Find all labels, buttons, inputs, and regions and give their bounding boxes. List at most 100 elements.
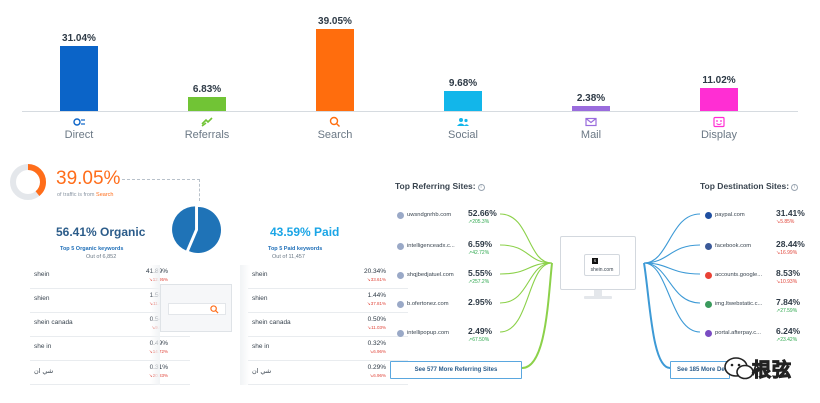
channel-display[interactable]: 11.02% Display — [664, 0, 774, 150]
site-name: accounts.google... — [715, 272, 763, 278]
referring-site[interactable]: intellipopup.com 2.49% ↗67.50% — [397, 326, 508, 346]
keyword-change: ↘37.81% — [366, 301, 386, 306]
channel-value: 31.04% — [62, 32, 96, 44]
destination-flow-line — [643, 262, 671, 369]
search-share-percent: 39.05% — [56, 168, 121, 189]
channel-value: 39.05% — [318, 16, 352, 27]
site-favicon-icon — [397, 330, 404, 337]
destination-site[interactable]: facebook.com 28.44% ↘16.99% — [705, 239, 816, 259]
channel-direct[interactable]: 31.04% Direct — [24, 0, 134, 150]
destination-flow-line — [643, 244, 701, 264]
site-change: ↘5.85% — [776, 219, 795, 225]
site-favicon-icon — [705, 243, 712, 250]
site-name: shein.com — [590, 267, 614, 273]
channel-mail[interactable]: 2.38% Mail — [536, 0, 646, 150]
channel-label: Social — [448, 129, 478, 141]
keyword-row[interactable]: شي ان 0.29% ↘6.96% — [248, 361, 408, 385]
keyword-share: 0.29% — [367, 364, 386, 371]
destination-site[interactable]: portal.afterpay.c... 6.24% ↗23.42% — [705, 326, 816, 346]
destination-site[interactable]: paypal.com 31.41% ↘5.85% — [705, 208, 816, 228]
site-share: 31.41% — [776, 208, 805, 218]
connector-line — [199, 179, 200, 201]
keyword-row[interactable]: shein canada 0.50% ↘11.03% — [248, 313, 408, 337]
destination-site[interactable]: img.ltwebstatic.c... 7.84% ↗27.59% — [705, 297, 816, 317]
channel-label: Display — [700, 129, 738, 141]
channel-search[interactable]: 39.05% Search — [280, 0, 390, 150]
site-name: uwsndgnrhb.com — [407, 212, 452, 218]
channel-social[interactable]: 9.68% Social — [408, 0, 518, 150]
site-name: b.ofertonez.com — [407, 301, 449, 307]
keyword-share: 0.32% — [367, 340, 386, 347]
social-icon — [456, 115, 470, 127]
site-change: ↗257.2% — [468, 279, 490, 285]
keyword-name: shien — [34, 295, 50, 302]
organic-paid-pie — [172, 206, 221, 253]
see-more-destination-button[interactable]: See 185 More Destination Sites — [670, 361, 730, 379]
channel-bar — [444, 90, 482, 111]
destination-site[interactable]: accounts.google... 8.53% ↘10.93% — [705, 268, 816, 288]
site-favicon-icon — [705, 301, 712, 308]
site-favicon-icon: S — [592, 258, 598, 264]
site-share: 6.59% — [468, 239, 493, 249]
search-share-subtitle: of traffic is from Search — [57, 192, 114, 198]
keyword-change: ↘33.61% — [366, 277, 386, 282]
keyword-share: 1.44% — [367, 292, 386, 299]
referring-flow-line — [521, 262, 553, 369]
wechat-icon — [724, 357, 754, 380]
referrals-icon — [200, 115, 214, 127]
channel-referrals[interactable]: 6.83% Referrals — [152, 0, 262, 150]
keyword-share: 0.50% — [367, 316, 386, 323]
referring-site[interactable]: shqjbedjatuel.com 5.55% ↗257.2% — [397, 268, 508, 288]
site-name: intelligenceadx.c... — [407, 243, 455, 249]
direct-icon — [72, 115, 86, 127]
destination-flow-line — [643, 262, 701, 275]
keyword-name: shein canada — [34, 319, 73, 326]
referring-flow-line — [499, 262, 553, 333]
search-icon — [328, 115, 342, 127]
referring-site[interactable]: uwsndgnrhb.com 52.66% ↗205.3% — [397, 208, 508, 228]
traffic-channels-chart: 31.04% Direct 6.83% Referrals 39.05% Search 9.… — [0, 0, 820, 150]
info-icon[interactable]: i — [791, 184, 799, 191]
channel-value: 2.38% — [576, 93, 606, 104]
organic-keywords-title: Top 5 Organic keywords — [60, 246, 124, 252]
site-share: 28.44% — [776, 239, 805, 249]
channel-label: Mail — [580, 129, 602, 141]
site-favicon-icon — [705, 212, 712, 219]
site-change: ↗42.72% — [468, 250, 490, 256]
info-icon[interactable]: i — [477, 184, 485, 191]
paid-keywords-count: Out of 11,457 — [272, 254, 305, 260]
keyword-name: شي ان — [252, 368, 272, 375]
monitor-stand — [584, 296, 612, 299]
mail-icon — [584, 115, 598, 127]
channel-bar — [188, 96, 226, 111]
channel-label: Referrals — [184, 129, 230, 141]
referring-flow-line — [499, 262, 553, 275]
destination-flow-line — [643, 213, 701, 264]
channel-bar — [572, 106, 610, 111]
site-favicon-icon — [397, 243, 404, 250]
referring-flow-line — [499, 213, 553, 264]
referring-site[interactable]: b.ofertonez.com 2.95% — [397, 297, 508, 317]
site-share: 2.95% — [468, 297, 493, 307]
keyword-row[interactable]: shien 1.44% ↘37.81% — [248, 289, 408, 313]
keyword-name: شي ان — [34, 368, 54, 375]
table-fade — [150, 265, 160, 385]
search-icon — [210, 305, 219, 314]
site-favicon-icon — [397, 212, 404, 219]
watermark-text: 根弦 — [751, 360, 793, 382]
channel-label: Search — [317, 129, 353, 141]
keyword-change: ↘6.96% — [369, 373, 386, 378]
organic-keywords-count: Out of 6,852 — [86, 254, 117, 260]
site-change: ↗23.42% — [776, 337, 798, 343]
search-illustration-bar — [168, 303, 226, 315]
site-favicon-icon — [397, 301, 404, 308]
keyword-row[interactable]: she in 0.32% ↘6.96% — [248, 337, 408, 361]
channel-value: 11.02% — [702, 74, 736, 86]
keyword-row[interactable]: shein 20.34% ↘33.61% — [248, 265, 408, 289]
channel-bar — [316, 29, 354, 111]
site-favicon-icon — [705, 272, 712, 279]
site-change: ↗205.3% — [468, 219, 490, 225]
see-more-referring-button[interactable]: See 577 More Referring Sites — [390, 361, 522, 379]
referring-site[interactable]: intelligenceadx.c... 6.59% ↗42.72% — [397, 239, 508, 259]
